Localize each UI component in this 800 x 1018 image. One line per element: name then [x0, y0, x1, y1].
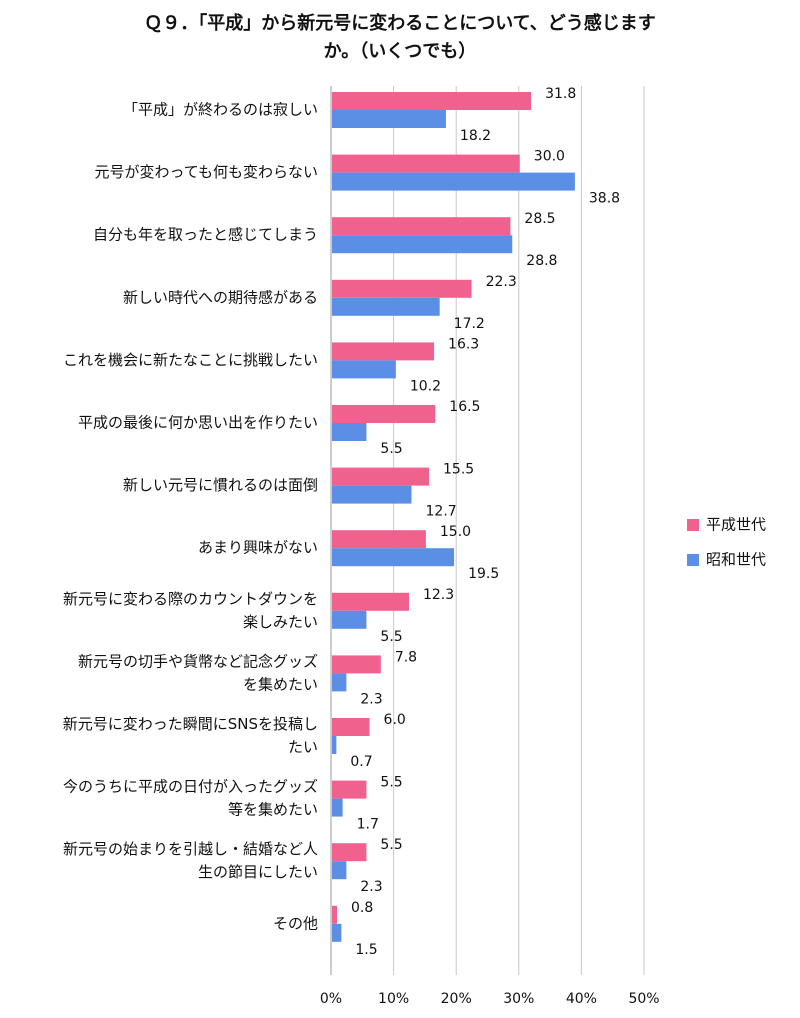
bar-heisei: [332, 655, 381, 674]
category-label: 新元号の切手や貨幣など記念グッズ: [78, 652, 318, 670]
bar-showa: [332, 548, 455, 567]
bar-heisei: [332, 279, 472, 298]
data-label: 12.3: [423, 587, 454, 603]
x-tick-label: 20%: [441, 991, 472, 1007]
data-label: 12.7: [426, 504, 457, 520]
bar-heisei: [332, 342, 435, 361]
data-label: 28.5: [524, 211, 555, 227]
legend-swatch: [687, 554, 699, 566]
data-label: 15.5: [443, 462, 474, 478]
category-label: を集めたい: [243, 675, 318, 693]
category-label: 「平成」が終わるのは寂しい: [123, 101, 318, 119]
data-label: 1.5: [355, 942, 377, 958]
data-label: 5.5: [380, 837, 402, 853]
chart-title-line-2: か。（いくつでも）: [323, 41, 477, 62]
category-label: 新元号の始まりを引越し・結婚など人: [63, 840, 318, 858]
bar-showa: [332, 923, 342, 942]
chart-title: Ｑ９．「平成」から新元号に変わることについて、どう感じます か。（いくつでも）: [0, 10, 800, 66]
category-label: 新しい元号に慣れるのは面倒: [123, 476, 318, 494]
data-label: 5.5: [380, 629, 402, 645]
category-label: 自分も年を取ったと感じてしまう: [93, 226, 318, 244]
data-label: 10.2: [410, 378, 441, 394]
data-label: 38.8: [589, 191, 620, 207]
chart-title-line-1: Ｑ９．「平成」から新元号に変わることについて、どう感じます: [144, 13, 656, 34]
bar-heisei: [332, 843, 367, 862]
bar-showa: [332, 235, 513, 254]
x-tick-label: 50%: [628, 991, 659, 1007]
data-label: 0.8: [351, 900, 373, 916]
category-label: 生の節目にしたい: [198, 863, 318, 881]
category-label: 楽しみたい: [243, 613, 318, 631]
category-label: あまり興味がない: [198, 539, 318, 557]
data-label: 16.5: [449, 399, 480, 415]
data-label: 7.8: [395, 649, 417, 665]
data-label: 1.7: [357, 817, 379, 833]
data-label: 6.0: [384, 712, 406, 728]
bar-heisei: [332, 780, 367, 799]
x-tick-label: 30%: [503, 991, 534, 1007]
bar-heisei: [332, 467, 430, 486]
category-label: その他: [273, 914, 318, 932]
data-label: 17.2: [454, 316, 485, 332]
data-label: 2.3: [360, 691, 382, 707]
x-tick-label: 40%: [566, 991, 597, 1007]
data-label: 30.0: [534, 149, 565, 165]
bar-showa: [332, 861, 347, 880]
category-label: 新元号に変わった瞬間にSNSを投稿し: [63, 715, 318, 733]
bar-heisei: [332, 405, 436, 423]
bar-showa: [332, 297, 440, 316]
data-label: 2.3: [360, 879, 382, 895]
bar-heisei: [332, 592, 409, 611]
category-label: 今のうちに平成の日付が入ったグッズ: [63, 778, 318, 796]
data-label: 19.5: [468, 566, 499, 582]
category-label: 新元号に変わる際のカウントダウンを: [63, 590, 318, 608]
data-label: 18.2: [460, 128, 491, 144]
bar-showa: [332, 798, 343, 817]
legend-label: 昭和世代: [706, 551, 766, 569]
data-label: 22.3: [486, 274, 517, 290]
data-label: 15.0: [440, 524, 471, 540]
bar-heisei: [332, 718, 370, 736]
data-label: 0.7: [350, 754, 372, 770]
bar-showa: [332, 110, 446, 128]
data-label: 5.5: [380, 441, 402, 457]
bar-heisei: [332, 154, 520, 173]
bar-heisei: [332, 92, 532, 110]
category-label: 平成の最後に何か思い出を作りたい: [78, 414, 318, 432]
category-label: これを機会に新たなことに挑戦したい: [63, 351, 318, 369]
bar-heisei: [332, 217, 511, 236]
bar-showa: [332, 485, 412, 504]
category-label: 等を集めたい: [228, 801, 318, 819]
bar-showa: [332, 360, 396, 379]
data-label: 16.3: [448, 336, 479, 352]
category-label: たい: [288, 738, 318, 756]
bar-showa: [332, 423, 367, 441]
bar-showa: [332, 673, 347, 692]
bar-heisei: [332, 905, 338, 924]
data-label: 31.8: [545, 86, 576, 102]
bar-showa: [332, 736, 337, 754]
x-tick-label: 10%: [378, 991, 409, 1007]
legend-swatch: [687, 519, 699, 531]
x-tick-label: 0%: [320, 991, 342, 1007]
bar-showa: [332, 172, 575, 191]
legend-label: 平成世代: [706, 516, 766, 534]
category-label: 元号が変わっても何も変わらない: [94, 163, 318, 181]
data-label: 5.5: [380, 775, 402, 791]
bar-showa: [332, 610, 367, 629]
category-label: 新しい時代への期待感がある: [123, 288, 318, 306]
bar-heisei: [332, 530, 426, 549]
data-label: 28.8: [526, 253, 557, 269]
